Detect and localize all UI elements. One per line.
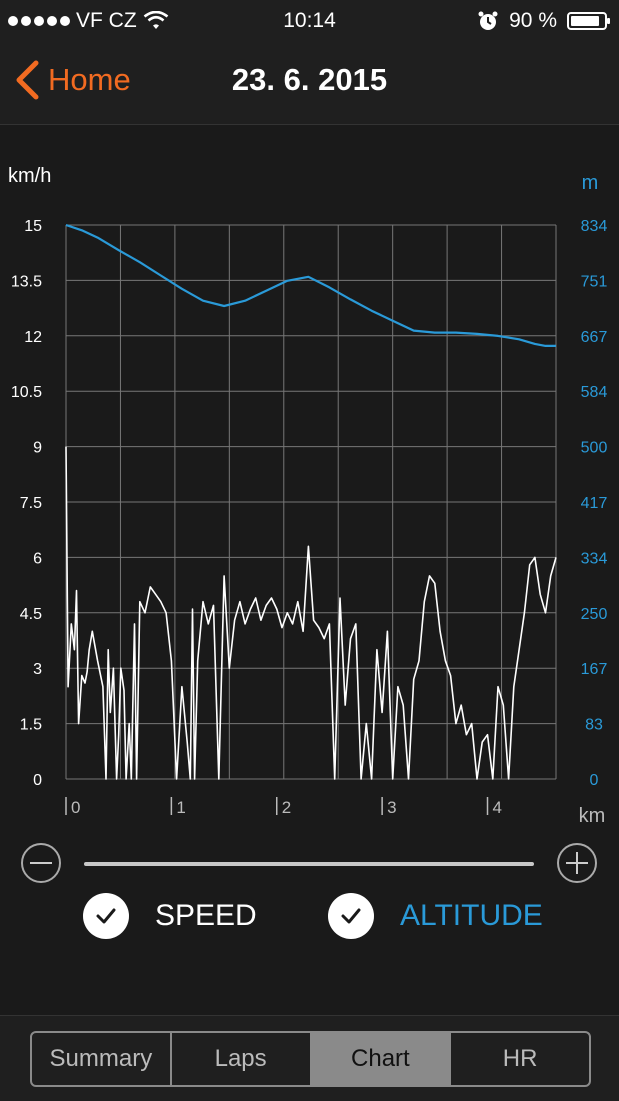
view-tabs: Summary Laps Chart HR	[30, 1031, 591, 1087]
left-tick-label: 7.5	[20, 495, 42, 512]
chevron-left-icon	[16, 60, 39, 100]
left-tick-label: 0	[33, 772, 42, 789]
right-tick-label: 751	[581, 273, 608, 290]
minus-icon	[30, 862, 52, 864]
signal-strength-icon	[8, 16, 70, 26]
speed-altitude-chart[interactable]: 01.534.567.5910.51213.515083167250334417…	[0, 125, 619, 825]
altitude-toggle[interactable]: ALTITUDE	[328, 893, 543, 939]
right-tick-label: 250	[581, 606, 608, 623]
status-right: 90 %	[477, 9, 610, 33]
x-tick-label: 2	[282, 798, 291, 817]
battery-icon	[567, 12, 610, 30]
altitude-toggle-label: ALTITUDE	[400, 899, 543, 932]
status-bar: VF CZ 10:14 90 %	[0, 0, 619, 40]
right-tick-label: 167	[581, 661, 608, 678]
tab-chart[interactable]: Chart	[311, 1033, 452, 1085]
tab-summary[interactable]: Summary	[32, 1033, 172, 1085]
left-tick-label: 3	[33, 661, 42, 678]
tab-laps[interactable]: Laps	[172, 1033, 312, 1085]
right-tick-label: 417	[581, 495, 608, 512]
right-tick-label: 0	[590, 772, 599, 789]
x-tick-label: 3	[387, 798, 396, 817]
navigation-bar: Home 23. 6. 2015	[0, 40, 619, 125]
altitude-series-line	[65, 223, 556, 347]
left-tick-label: 4.5	[20, 606, 42, 623]
chart-area: 0 1.5 3 4.5 6 7.5 9 10.5 12 13.5 15 0 83 167 250 334 417…	[0, 125, 619, 825]
right-tick-label: 500	[581, 440, 608, 457]
back-button[interactable]: Home	[14, 60, 131, 100]
left-tick-label: 1.5	[20, 717, 42, 734]
alarm-icon	[478, 11, 498, 30]
page-title: 23. 6. 2015	[231, 62, 388, 97]
right-tick-label: 334	[581, 550, 608, 567]
checkmark-icon	[83, 893, 129, 939]
x-tick-label: 0	[71, 798, 80, 817]
speed-toggle-label: SPEED	[155, 899, 257, 932]
left-axis-label: km/h	[8, 165, 51, 187]
zoom-in-button[interactable]	[557, 843, 597, 883]
zoom-slider[interactable]	[84, 862, 534, 866]
right-tick-label: 834	[581, 218, 608, 235]
zoom-out-button[interactable]	[21, 843, 61, 883]
right-tick-label: 584	[581, 384, 608, 401]
x-axis-label: km	[579, 805, 606, 825]
x-tick-label: 4	[493, 798, 502, 817]
speed-series-line	[65, 446, 557, 780]
x-tick-label: 1	[176, 798, 185, 817]
speed-toggle[interactable]: SPEED	[83, 893, 257, 939]
left-tick-label: 6	[33, 550, 42, 567]
carrier-label: VF CZ	[76, 9, 137, 32]
series-toggles: SPEED ALTITUDE	[0, 893, 619, 953]
left-tick-label: 15	[24, 218, 42, 235]
left-tick-label: 10.5	[11, 384, 42, 401]
left-tick-label: 13.5	[11, 273, 42, 290]
right-tick-label: 83	[585, 717, 603, 734]
tab-hr[interactable]: HR	[502, 1045, 538, 1072]
clock: 10:14	[283, 9, 336, 32]
right-axis-label: m	[582, 172, 599, 194]
left-tick-label: 9	[33, 440, 42, 457]
back-button-label: Home	[48, 62, 131, 97]
right-tick-label: 667	[581, 329, 608, 346]
left-tick-label: 12	[24, 329, 42, 346]
battery-percent: 90 %	[509, 9, 557, 32]
bottom-panel: Summary Laps Chart HR	[0, 1015, 619, 1101]
status-left: VF CZ	[8, 9, 169, 33]
checkmark-icon	[328, 893, 374, 939]
zoom-controls	[0, 838, 619, 890]
wifi-icon	[143, 11, 168, 29]
